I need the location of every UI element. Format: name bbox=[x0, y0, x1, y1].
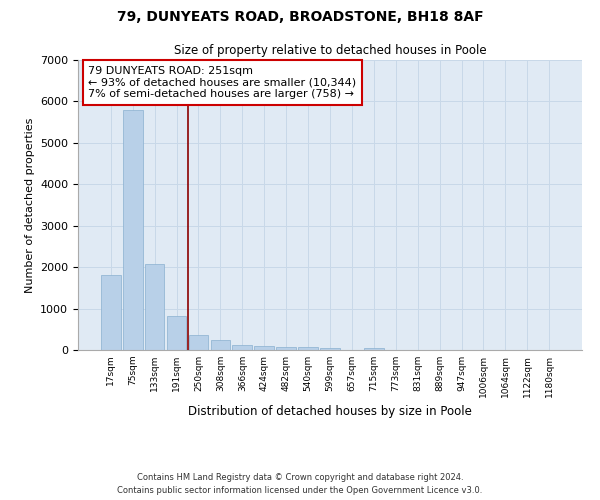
X-axis label: Distribution of detached houses by size in Poole: Distribution of detached houses by size … bbox=[188, 406, 472, 418]
Title: Size of property relative to detached houses in Poole: Size of property relative to detached ho… bbox=[173, 44, 487, 58]
Text: 79 DUNYEATS ROAD: 251sqm
← 93% of detached houses are smaller (10,344)
7% of sem: 79 DUNYEATS ROAD: 251sqm ← 93% of detach… bbox=[88, 66, 356, 99]
Bar bbox=[254, 346, 274, 350]
Bar bbox=[232, 346, 252, 350]
Bar bbox=[211, 340, 230, 350]
Bar bbox=[188, 335, 208, 350]
Bar bbox=[276, 347, 296, 350]
Y-axis label: Number of detached properties: Number of detached properties bbox=[25, 118, 35, 292]
Bar bbox=[320, 348, 340, 350]
Bar bbox=[364, 348, 384, 350]
Text: 79, DUNYEATS ROAD, BROADSTONE, BH18 8AF: 79, DUNYEATS ROAD, BROADSTONE, BH18 8AF bbox=[116, 10, 484, 24]
Bar bbox=[167, 316, 187, 350]
Bar bbox=[298, 348, 318, 350]
Bar bbox=[101, 276, 121, 350]
Text: Contains HM Land Registry data © Crown copyright and database right 2024.
Contai: Contains HM Land Registry data © Crown c… bbox=[118, 474, 482, 495]
Bar bbox=[145, 264, 164, 350]
Bar bbox=[123, 110, 143, 350]
